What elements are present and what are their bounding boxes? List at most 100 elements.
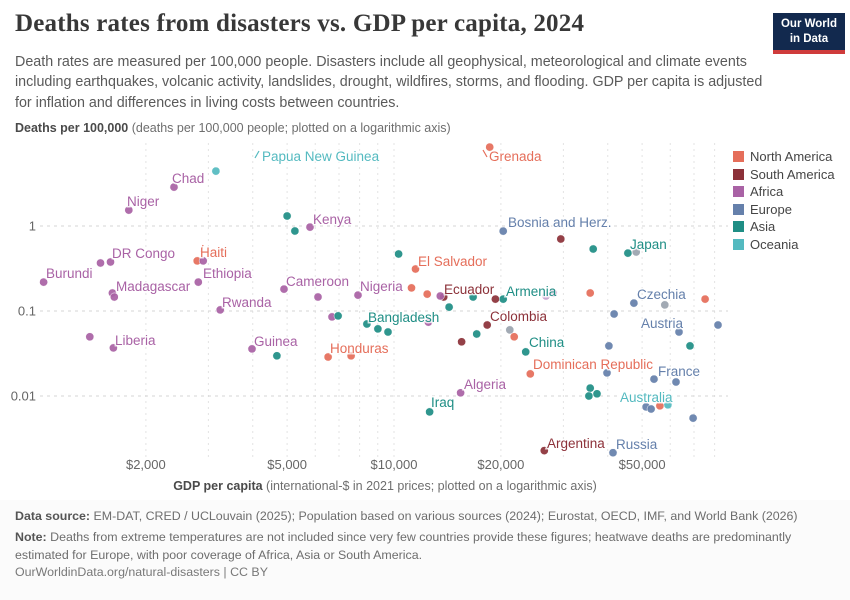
data-point[interactable]: [609, 309, 619, 319]
data-point[interactable]: [629, 298, 639, 308]
data-point[interactable]: [556, 234, 566, 244]
data-point[interactable]: [585, 288, 595, 298]
note-line: Note: Deaths from extreme temperatures a…: [15, 529, 837, 565]
data-point[interactable]: [631, 247, 641, 257]
data-point[interactable]: [655, 401, 665, 411]
data-point[interactable]: [456, 388, 465, 398]
data-point[interactable]: [602, 368, 612, 378]
legend-item-north-america[interactable]: North America: [733, 148, 835, 166]
data-point[interactable]: [646, 404, 656, 414]
data-point[interactable]: [39, 277, 48, 287]
data-point[interactable]: [353, 290, 363, 300]
data-point[interactable]: [425, 407, 434, 417]
legend-label: Africa: [750, 184, 784, 200]
legend: North America South America Africa Europe As…: [733, 148, 835, 253]
data-point[interactable]: [279, 284, 289, 294]
data-point[interactable]: [649, 374, 659, 384]
data-point[interactable]: [346, 351, 356, 361]
data-source-line: Data source: EM-DAT, CRED / UCLouvain (2…: [15, 508, 837, 526]
data-point[interactable]: [713, 320, 723, 330]
data-point[interactable]: [509, 332, 519, 342]
data-point[interactable]: [272, 351, 282, 361]
country-label: Papua New Guinea: [262, 149, 380, 164]
data-point[interactable]: [491, 294, 500, 304]
data-point[interactable]: [422, 289, 432, 299]
data-point[interactable]: [482, 320, 492, 330]
data-point[interactable]: [373, 324, 383, 334]
data-point[interactable]: [109, 292, 119, 302]
data-point[interactable]: [424, 317, 433, 327]
data-point[interactable]: [525, 369, 535, 379]
x-axis-title-rest: (international-$ in 2021 prices; plotted…: [262, 479, 597, 493]
data-point[interactable]: [124, 205, 134, 215]
data-point[interactable]: [193, 277, 203, 287]
legend-item-asia[interactable]: Asia: [733, 218, 835, 236]
data-point[interactable]: [521, 347, 531, 357]
data-point[interactable]: [468, 292, 478, 302]
country-label: Czechia: [637, 287, 686, 302]
y-axis-title-bold: Deaths per 100,000: [15, 121, 129, 135]
data-point[interactable]: [498, 226, 508, 236]
data-point[interactable]: [362, 319, 372, 329]
data-point[interactable]: [323, 352, 333, 362]
data-point[interactable]: [548, 288, 558, 298]
chart-subtitle: Death rates are measured per 100,000 peo…: [15, 54, 763, 111]
data-point[interactable]: [96, 258, 105, 268]
source-link[interactable]: OurWorldinData.org/natural-disasters | C…: [15, 565, 268, 579]
country-label: Haiti: [200, 245, 227, 260]
legend-swatch: [733, 186, 744, 198]
data-point[interactable]: [333, 311, 343, 321]
data-point[interactable]: [407, 283, 416, 293]
legend-swatch: [733, 221, 744, 233]
data-point[interactable]: [541, 291, 551, 301]
country-label: Nigeria: [360, 279, 403, 294]
data-point[interactable]: [109, 343, 118, 353]
owid-logo-line2: in Data: [789, 32, 829, 45]
legend-item-europe[interactable]: Europe: [733, 201, 835, 219]
legend-item-africa[interactable]: Africa: [733, 183, 835, 201]
data-point[interactable]: [211, 166, 221, 176]
data-point[interactable]: [247, 344, 257, 354]
data-point[interactable]: [85, 332, 95, 342]
owid-logo[interactable]: Our World in Data: [772, 13, 845, 54]
data-point[interactable]: [282, 211, 292, 221]
data-point[interactable]: [608, 448, 618, 458]
data-point[interactable]: [394, 249, 403, 259]
data-point[interactable]: [674, 327, 684, 337]
data-point[interactable]: [313, 292, 323, 302]
data-point[interactable]: [383, 327, 393, 337]
data-point[interactable]: [604, 341, 614, 351]
country-label: Iraq: [431, 395, 454, 410]
data-point[interactable]: [585, 383, 595, 393]
data-point[interactable]: [485, 142, 495, 152]
x-tick-label: $20,000: [477, 457, 524, 472]
data-point[interactable]: [411, 264, 420, 274]
data-point[interactable]: [435, 291, 445, 301]
country-label: Ethiopia: [203, 266, 252, 281]
data-point[interactable]: [660, 300, 670, 310]
data-point[interactable]: [505, 325, 515, 335]
data-point[interactable]: [444, 302, 454, 312]
data-point[interactable]: [688, 413, 698, 423]
data-point[interactable]: [215, 305, 225, 315]
data-point[interactable]: [106, 257, 115, 267]
legend-item-oceania[interactable]: Oceania: [733, 236, 835, 254]
data-point[interactable]: [539, 446, 549, 455]
data-point[interactable]: [457, 337, 466, 347]
country-label: Madagascar: [116, 279, 191, 294]
data-point[interactable]: [592, 389, 602, 399]
data-point[interactable]: [305, 222, 315, 232]
data-point[interactable]: [588, 244, 598, 254]
legend-swatch: [733, 238, 744, 250]
data-point[interactable]: [198, 256, 208, 266]
country-label: China: [529, 335, 565, 350]
legend-item-south-america[interactable]: South America: [733, 166, 835, 184]
data-point[interactable]: [700, 294, 710, 304]
legend-swatch: [733, 151, 744, 163]
data-point[interactable]: [290, 226, 300, 236]
data-point[interactable]: [584, 391, 594, 401]
data-point[interactable]: [472, 329, 482, 339]
data-point[interactable]: [685, 341, 695, 351]
data-point[interactable]: [671, 377, 681, 387]
data-point[interactable]: [169, 182, 179, 192]
